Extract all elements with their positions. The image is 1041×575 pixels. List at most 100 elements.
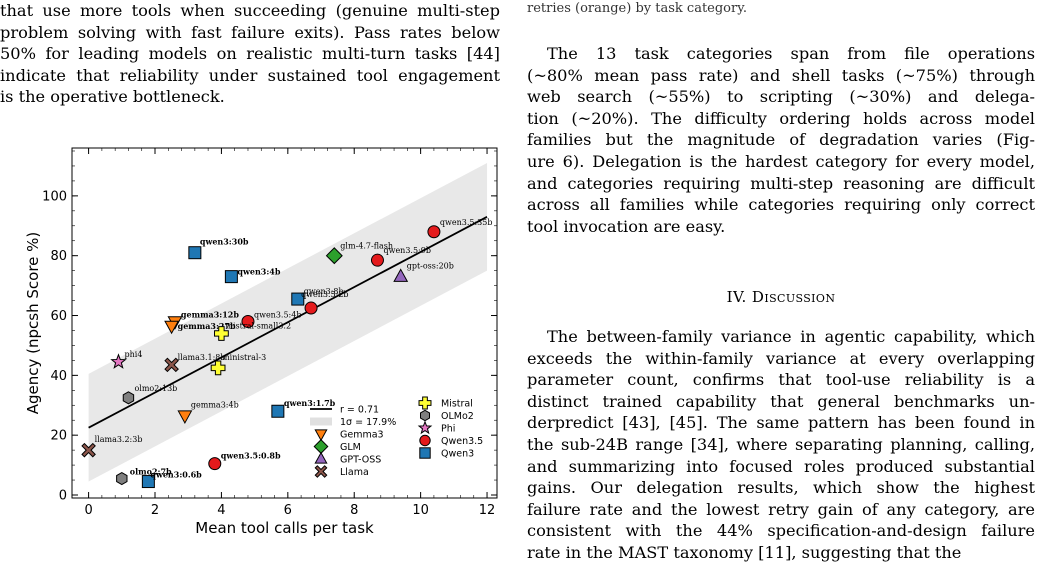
data-point-label: qwen3.5:9b: [383, 246, 430, 255]
text-line: across all families while categories req…: [527, 195, 1035, 215]
legend-label: Qwen3.5: [441, 436, 483, 447]
legend-label: Phi: [441, 424, 455, 435]
results-paragraph: The 13 task categories span from file op…: [527, 43, 1035, 237]
figure-caption-tail: retries (orange) by task category.: [527, 1, 747, 16]
legend-marker-Qwen3: [419, 447, 431, 459]
data-point-ministral-3: [210, 360, 226, 376]
text-line: gains. Our delegation results, which sho…: [527, 478, 1035, 498]
y-tick-label: 0: [59, 489, 67, 504]
data-point-label: qwen3.5:2b: [301, 290, 348, 299]
text-line: families but the magnitude of degradatio…: [527, 130, 1035, 150]
data-point-label: gemma3:27b: [178, 321, 236, 331]
data-point-label: qwen3.5:0.8b: [221, 451, 281, 461]
data-point-label: gemma3:4b: [191, 401, 239, 410]
data-point-label: qwen3:0.6b: [150, 470, 202, 480]
y-tick-label: 100: [42, 189, 67, 204]
left-column: that use more tools when succeeding (gen…: [0, 0, 507, 108]
data-point-gemma3-4b: [177, 410, 193, 424]
legend-label: 1σ = 17.9%: [340, 417, 396, 428]
text-line: consistent with the 44% specification-an…: [527, 521, 1035, 541]
text-line: and summarizing into focused roles produ…: [527, 456, 1035, 476]
data-point-qwen3-5-4b: [241, 315, 255, 329]
x-tick-label: 0: [84, 503, 92, 518]
legend-band-swatch: [310, 417, 332, 426]
data-point-qwen3-5-9b: [370, 253, 384, 267]
text-line: problem solving with fast failure exits)…: [0, 22, 500, 42]
data-point-label: glm-4.7-flash: [340, 242, 393, 251]
legend-label: r = 0.71: [340, 405, 379, 416]
legend-marker-OLMo2: [419, 409, 431, 422]
legend-marker-GPT-OSS: [314, 451, 328, 464]
x-tick-label: 6: [284, 503, 292, 518]
data-point-qwen3-1-7b: [271, 404, 285, 418]
data-point-qwen3-4b: [224, 270, 238, 284]
data-point-phi4: [110, 353, 127, 369]
text-line: parameter count, confirms that tool-use …: [527, 370, 1035, 390]
legend-marker-Qwen3.5: [419, 434, 431, 447]
data-point-label: gemma3:12b: [181, 310, 239, 320]
legend-marker-Gemma3: [314, 429, 328, 442]
data-point-label: llama3.1:8b: [178, 353, 226, 362]
x-axis-title: Mean tool calls per task: [195, 519, 374, 537]
text-line: that use more tools when succeeding (gen…: [0, 1, 500, 20]
data-point-label: olmo2:7b: [130, 467, 172, 477]
text-line: and categories requiring multi-step reas…: [527, 173, 1035, 193]
data-point-qwen3-5-2b: [304, 301, 318, 315]
scatter-chart: 0 2 4 6 8 10 12 0 20 40 60 80 100 Mean tool calls per…: [24, 147, 498, 537]
legend-label: OLMo2: [441, 411, 474, 422]
legend-marker-GLM: [313, 439, 329, 454]
x-tick-label: 4: [217, 503, 225, 518]
legend-label: GLM: [340, 442, 361, 453]
data-point-gpt-oss-20b: [393, 268, 409, 282]
data-point-label: ministral-3: [222, 353, 266, 362]
data-point-qwen3-5-0-8b: [208, 457, 222, 471]
data-point-label: phi4: [124, 350, 142, 359]
text-line: (~80% mean pass rate) and shell tasks (~…: [527, 65, 1035, 85]
y-tick-label: 80: [50, 249, 67, 264]
data-point-olmo2-7b: [116, 471, 128, 486]
legend-marker-Llama: [314, 465, 328, 478]
x-tick-label: 12: [479, 503, 496, 518]
data-point-qwen3-8b: [291, 292, 305, 306]
data-point-olmo2-13b: [122, 391, 135, 405]
text-line: ure 6). Delegation is the hardest catego…: [527, 151, 1035, 171]
y-tick-label: 40: [50, 369, 67, 384]
legend-marker-Mistral: [418, 396, 432, 410]
legend-label: Mistral: [441, 399, 473, 410]
plot-frame: [71, 147, 498, 499]
data-point-label: olmo2:13b: [134, 384, 177, 393]
data-point-label: qwen3:4b: [237, 267, 280, 277]
fit-line: [88, 216, 488, 429]
data-point-glm-4-7-flash: [325, 247, 343, 265]
scatter-figure: 0 2 4 6 8 10 12 0 20 40 60 80 100 Mean tool calls per…: [0, 132, 507, 575]
legend-label: GPT-OSS: [340, 455, 381, 466]
x-tick-label: 10: [412, 503, 429, 518]
data-point-qwen3-5-35b: [427, 225, 441, 239]
text-line: 50% for leading models on realistic mult…: [0, 44, 500, 64]
data-point-llama3-2-3b: [81, 442, 96, 458]
x-tick-label: 8: [350, 503, 358, 518]
data-point-label: qwen3:30b: [200, 237, 249, 247]
text-line: rate in the MAST taxonomy [11], suggesti…: [527, 542, 962, 562]
text-line: web search (~55%) to scripting (~30%) an…: [527, 87, 1035, 107]
text-line: failure rate and the lowest retry gain o…: [527, 499, 1035, 519]
data-point-qwen3-0-6b: [141, 475, 155, 489]
text-line: The 13 task categories span from file op…: [547, 44, 1035, 63]
text-line: is the operative bottleneck.: [0, 87, 225, 107]
data-point-label: qwen3:8b: [304, 287, 344, 296]
text-line: exceeds the within-family variance at ev…: [527, 348, 1035, 368]
data-point-label: llama3.2:3b: [95, 435, 143, 444]
text-line: tool invocation are easy.: [527, 216, 726, 236]
data-point-label: qwen3.5:35b: [440, 218, 493, 227]
text-line: derpredict [43], [45]. The same pattern …: [527, 413, 1035, 433]
data-point-label: gpt-oss:20b: [407, 262, 454, 271]
text-line: The between-family variance in agentic c…: [547, 327, 1035, 346]
text-line: distinct trained capability that general…: [527, 391, 1035, 411]
legend-marker-Phi: [417, 420, 433, 435]
data-point-label: qwen3.5:4b: [254, 311, 301, 320]
data-point-label: mistral-small3.2: [225, 321, 291, 330]
section-title: IV. Discussion: [726, 288, 836, 306]
x-tick-label: 2: [151, 503, 159, 518]
text-line: the sub-24B range [34], where separating…: [527, 434, 1035, 454]
data-point-qwen3-30b: [188, 246, 202, 260]
